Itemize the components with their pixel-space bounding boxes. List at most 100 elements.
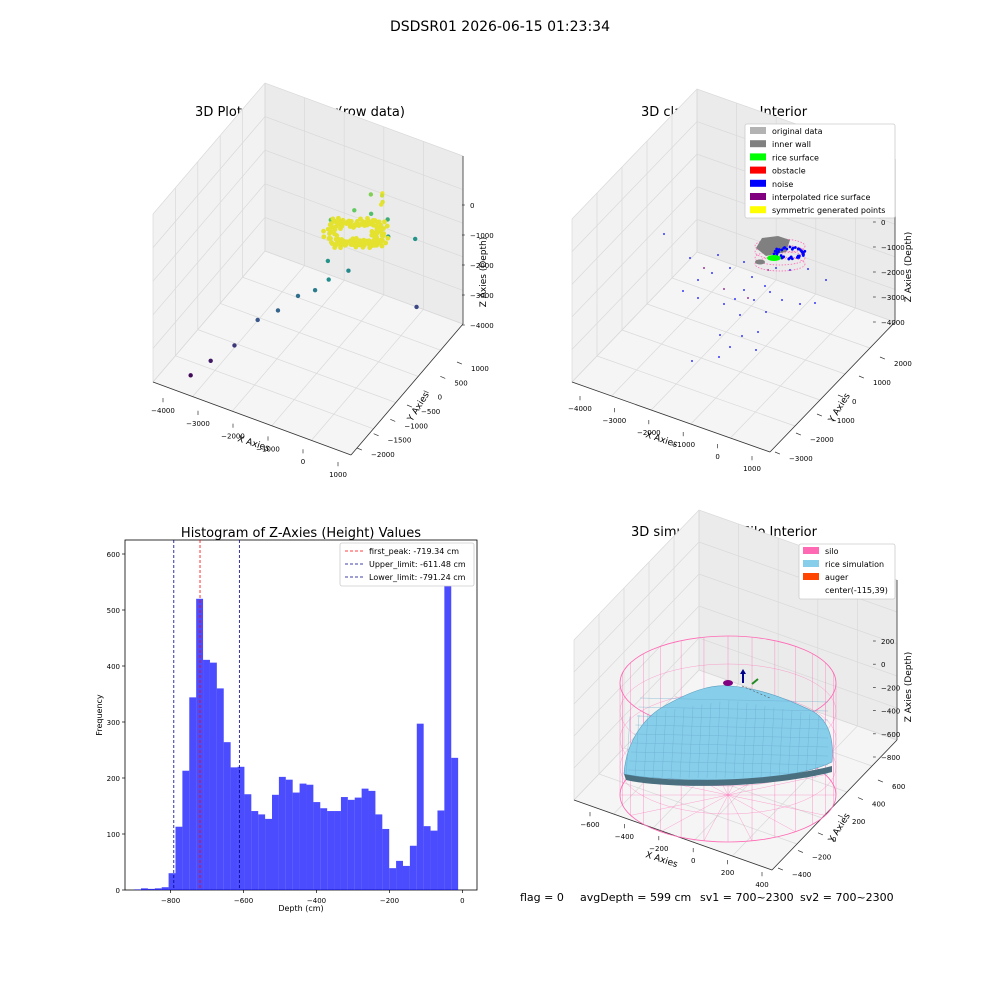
tick-label: −400 [615, 833, 634, 841]
tick-label: −600 [881, 731, 900, 739]
tick-label: 1000 [471, 365, 489, 373]
tick-label: −3000 [789, 455, 813, 463]
mesh-line [632, 742, 829, 748]
panel1-y-ticks: −2000 −1500 −1000 −500 0 500 1000 [356, 361, 489, 459]
legend-swatch [750, 193, 766, 200]
legend-swatch [750, 166, 766, 174]
interpolated-point [747, 297, 749, 299]
histogram-bar [265, 818, 273, 890]
panel3-legend: first_peak: -719.34 cm Upper_limit: -611.… [339, 542, 475, 587]
tick-label: 200 [107, 775, 120, 783]
mesh-line [778, 708, 784, 779]
figure-suptitle: DSDSR01 2026-06-15 01:23:34 [390, 19, 610, 35]
panel1-z-label: Z Axies (Depth) [479, 237, 489, 308]
noise-point [775, 252, 779, 256]
noise-point [743, 261, 745, 263]
data-point [379, 243, 385, 249]
panel1-z-ticks: 0 −1000 −2000 −3000 −4000 [462, 202, 494, 330]
tick-mark [373, 433, 379, 437]
legend-label: auger [825, 573, 849, 582]
histogram-bar [175, 826, 183, 890]
panel2-legend: original data inner wall rice surface obsta… [744, 123, 896, 219]
mesh-line [769, 707, 775, 779]
panel4-legend-box [798, 543, 896, 600]
data-point [384, 223, 390, 229]
tick-label: 500 [107, 607, 120, 615]
mesh-line [643, 713, 649, 779]
histogram-bar [161, 887, 169, 890]
tick-label: −600 [580, 821, 599, 829]
tick-label: −2000 [371, 451, 395, 459]
tick-mark [456, 361, 463, 365]
data-point [326, 277, 331, 282]
silo-base-spoke [703, 794, 729, 841]
mesh-line [742, 702, 748, 779]
tick-label: 0 [715, 453, 719, 461]
data-point [374, 227, 380, 232]
direction-marker [751, 678, 759, 685]
mesh-line [636, 715, 829, 721]
silo-base-spoke [727, 794, 826, 816]
mesh-line [630, 751, 829, 757]
noise-point [777, 248, 781, 251]
legend-label: silo [825, 547, 839, 556]
gridline [646, 141, 846, 375]
histogram-bar [313, 802, 321, 890]
legend-label: original data [772, 127, 823, 136]
noise-point [751, 276, 753, 278]
tick-label: −2000 [637, 429, 661, 437]
side-pane [153, 83, 265, 382]
panel2-x-label: X Axies [644, 430, 679, 450]
panel3-y-label: Frequency [95, 694, 104, 736]
histogram-bar [396, 860, 403, 890]
legend-label: rice simulation [825, 560, 884, 569]
histogram-bar [347, 799, 355, 890]
tick-label: −2000 [881, 269, 905, 277]
panel4-x-ticks: −600 −400 −200 0 200 400 [580, 812, 769, 889]
legend-label: symmetric generated points [772, 206, 885, 215]
data-point [383, 240, 389, 246]
data-point [370, 222, 376, 228]
tick-label: 0 [832, 836, 836, 844]
data-point [348, 240, 354, 246]
tick-label: −4000 [568, 405, 592, 413]
tick-label: −1000 [404, 422, 428, 430]
legend-swatch [750, 140, 766, 148]
data-point [295, 293, 301, 299]
tick-label: −1000 [831, 417, 855, 425]
data-point [325, 226, 331, 232]
legend-swatch [803, 547, 819, 554]
tick-label: 400 [107, 663, 120, 671]
data-point [334, 233, 340, 238]
panel2-classified-points [663, 233, 827, 362]
panel4-z-ticks: 200 0 −200 −400 −600 −800 [873, 638, 900, 762]
footer-avg-depth: avgDepth = 599 cm [580, 891, 691, 904]
data-point [369, 243, 375, 249]
mesh-line [639, 697, 829, 703]
side-pane [574, 510, 699, 800]
noise-point [803, 249, 807, 253]
legend-swatch [750, 179, 766, 187]
noise-point [814, 302, 816, 304]
interpolated-point [723, 288, 725, 290]
back-pane [265, 83, 463, 324]
data-point [376, 240, 382, 246]
histogram-bar [189, 697, 197, 890]
status-footer: flag = 0 avgDepth = 599 cm sv1 = 700~230… [520, 891, 894, 904]
panel2-legend-box [744, 123, 896, 219]
histogram-bar [340, 797, 348, 890]
histogram-bar [409, 845, 417, 890]
mesh-line [629, 760, 829, 766]
noise-point [790, 247, 794, 251]
gridline [175, 187, 374, 430]
tick-mark [879, 356, 886, 360]
data-point [353, 244, 359, 250]
panel-histogram: Histogram of Z-Axies (Height) Values −80… [95, 526, 478, 913]
tick-label: −2000 [470, 262, 494, 270]
data-point [339, 237, 344, 242]
mesh-line [787, 710, 793, 779]
floor-pane [153, 251, 463, 455]
panel2-y-ticks: −3000 −2000 −1000 0 1000 2000 [774, 356, 912, 463]
noise-point [780, 248, 784, 252]
